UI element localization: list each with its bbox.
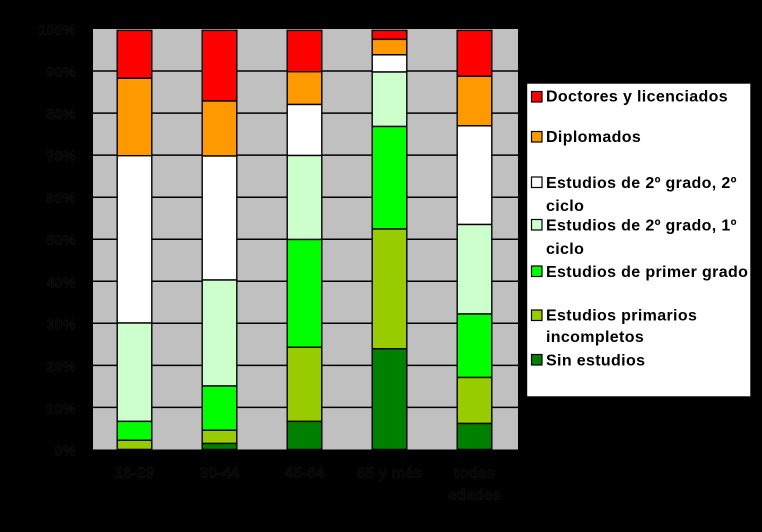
svg-text:Sin estudios: Sin estudios: [546, 353, 645, 370]
svg-text:Diplomados: Diplomados: [546, 129, 641, 146]
svg-text:30-44: 30-44: [200, 465, 240, 482]
svg-text:Estudios de 2º grado, 2º: Estudios de 2º grado, 2º: [546, 175, 737, 192]
svg-text:40%: 40%: [46, 275, 75, 291]
svg-text:65 y más: 65 y más: [357, 465, 423, 482]
svg-text:100%: 100%: [38, 23, 75, 39]
svg-text:60%: 60%: [46, 191, 75, 207]
svg-text:Doctores y licenciados: Doctores y licenciados: [546, 89, 728, 106]
svg-text:80%: 80%: [46, 107, 75, 123]
svg-text:30%: 30%: [46, 317, 75, 333]
svg-text:50%: 50%: [46, 233, 75, 249]
svg-text:10%: 10%: [46, 401, 75, 417]
svg-text:Estudios de primer grado: Estudios de primer grado: [546, 264, 748, 281]
svg-text:45-64: 45-64: [285, 465, 325, 482]
svg-text:16-29: 16-29: [115, 465, 155, 482]
svg-text:Estudios primarios: Estudios primarios: [546, 308, 697, 325]
svg-text:incompletos: incompletos: [546, 329, 644, 346]
svg-text:90%: 90%: [46, 65, 75, 81]
svg-text:ciclo: ciclo: [546, 241, 584, 258]
svg-text:ciclo: ciclo: [546, 198, 584, 215]
svg-text:Estudios de 2º grado, 1º: Estudios de 2º grado, 1º: [546, 218, 737, 235]
svg-text:todas: todas: [454, 465, 495, 482]
svg-text:0%: 0%: [55, 444, 76, 460]
svg-text:edades: edades: [448, 487, 501, 504]
svg-text:70%: 70%: [46, 149, 75, 165]
svg-text:20%: 20%: [46, 359, 75, 375]
